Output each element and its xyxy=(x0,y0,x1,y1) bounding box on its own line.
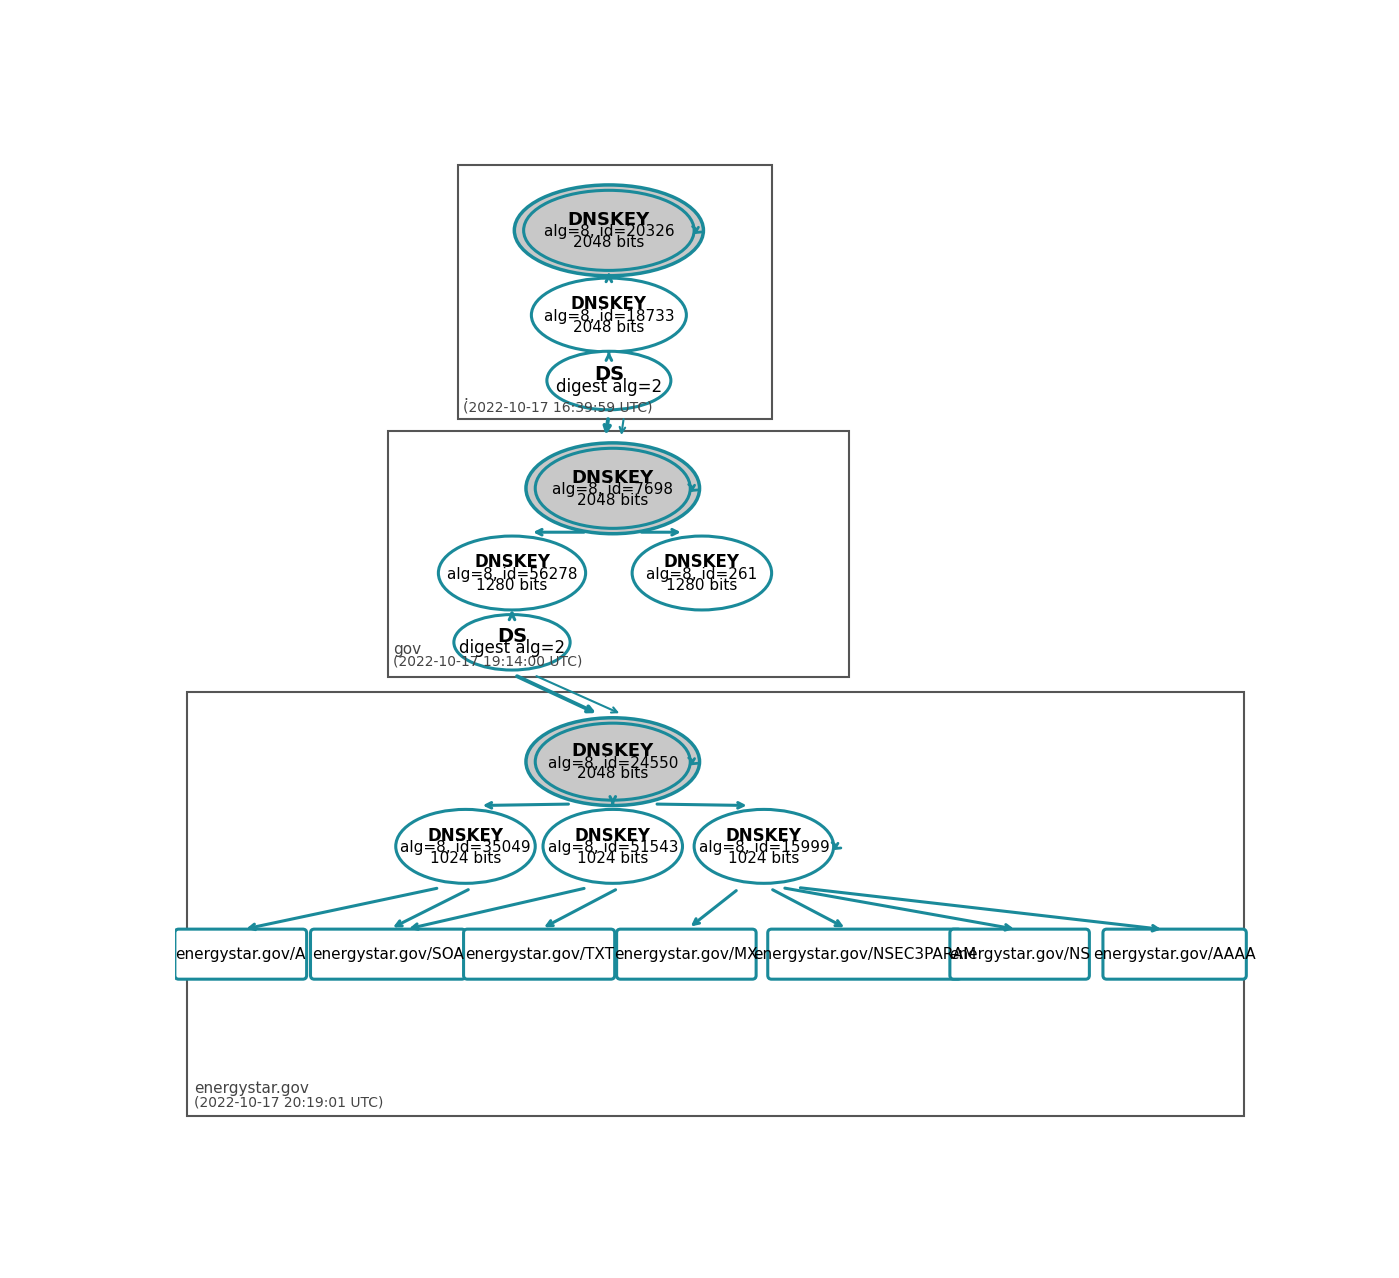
Ellipse shape xyxy=(526,718,700,805)
FancyBboxPatch shape xyxy=(311,929,466,979)
Text: gov: gov xyxy=(393,642,421,657)
Text: DNSKEY: DNSKEY xyxy=(568,211,651,229)
Text: DNSKEY: DNSKEY xyxy=(575,827,651,845)
Text: energystar.gov/AAAA: energystar.gov/AAAA xyxy=(1093,947,1256,961)
Text: energystar.gov: energystar.gov xyxy=(194,1081,309,1095)
Text: 1280 bits: 1280 bits xyxy=(666,578,737,593)
Text: DS: DS xyxy=(497,626,527,645)
Text: DNSKEY: DNSKEY xyxy=(726,827,802,845)
Ellipse shape xyxy=(532,279,687,351)
Ellipse shape xyxy=(536,449,690,528)
Ellipse shape xyxy=(543,809,683,883)
Text: (2022-10-17 16:39:59 UTC): (2022-10-17 16:39:59 UTC) xyxy=(463,400,653,414)
Text: (2022-10-17 19:14:00 UTC): (2022-10-17 19:14:00 UTC) xyxy=(393,654,583,668)
Text: energystar.gov/MX: energystar.gov/MX xyxy=(614,947,758,961)
Text: 1024 bits: 1024 bits xyxy=(729,851,800,866)
Text: 1280 bits: 1280 bits xyxy=(476,578,547,593)
Ellipse shape xyxy=(523,190,694,271)
Text: (2022-10-17 20:19:01 UTC): (2022-10-17 20:19:01 UTC) xyxy=(194,1095,383,1109)
Text: energystar.gov/NS: energystar.gov/NS xyxy=(949,947,1090,961)
Text: alg=8, id=51543: alg=8, id=51543 xyxy=(547,841,679,855)
Ellipse shape xyxy=(396,809,536,883)
Text: 1024 bits: 1024 bits xyxy=(576,851,649,866)
Text: alg=8, id=24550: alg=8, id=24550 xyxy=(547,755,679,771)
Ellipse shape xyxy=(515,185,704,276)
Text: .: . xyxy=(463,387,469,403)
FancyBboxPatch shape xyxy=(617,929,755,979)
Text: digest alg=2: digest alg=2 xyxy=(459,639,565,657)
Text: DNSKEY: DNSKEY xyxy=(474,553,550,571)
Text: energystar.gov/SOA: energystar.gov/SOA xyxy=(312,947,464,961)
Text: alg=8, id=35049: alg=8, id=35049 xyxy=(400,841,530,855)
Text: digest alg=2: digest alg=2 xyxy=(555,378,662,396)
Ellipse shape xyxy=(632,535,772,610)
FancyBboxPatch shape xyxy=(1102,929,1247,979)
Text: energystar.gov/NSEC3PARAM: energystar.gov/NSEC3PARAM xyxy=(753,947,977,961)
Text: DNSKEY: DNSKEY xyxy=(571,295,646,313)
FancyBboxPatch shape xyxy=(175,929,306,979)
Ellipse shape xyxy=(547,351,672,410)
Text: alg=8, id=56278: alg=8, id=56278 xyxy=(446,567,578,581)
Ellipse shape xyxy=(453,615,571,670)
Text: DS: DS xyxy=(593,364,624,383)
Text: 1024 bits: 1024 bits xyxy=(429,851,501,866)
FancyBboxPatch shape xyxy=(768,929,961,979)
Ellipse shape xyxy=(694,809,834,883)
Bar xyxy=(388,431,849,677)
Text: energystar.gov/TXT: energystar.gov/TXT xyxy=(464,947,614,961)
Text: 2048 bits: 2048 bits xyxy=(574,320,645,335)
Text: DNSKEY: DNSKEY xyxy=(572,743,653,760)
Bar xyxy=(457,165,772,419)
Text: DNSKEY: DNSKEY xyxy=(428,827,504,845)
Ellipse shape xyxy=(526,443,700,534)
Text: alg=8, id=7698: alg=8, id=7698 xyxy=(553,482,673,497)
Text: energystar.gov/A: energystar.gov/A xyxy=(175,947,306,961)
Text: 2048 bits: 2048 bits xyxy=(576,493,649,509)
FancyBboxPatch shape xyxy=(463,929,614,979)
Text: alg=8, id=261: alg=8, id=261 xyxy=(646,567,757,581)
Text: alg=8, id=15999: alg=8, id=15999 xyxy=(698,841,830,855)
Bar xyxy=(186,693,1244,1116)
Text: DNSKEY: DNSKEY xyxy=(572,469,653,487)
Ellipse shape xyxy=(438,535,586,610)
Text: 2048 bits: 2048 bits xyxy=(574,235,645,250)
FancyBboxPatch shape xyxy=(950,929,1090,979)
Text: 2048 bits: 2048 bits xyxy=(576,767,649,781)
Text: alg=8, id=20326: alg=8, id=20326 xyxy=(544,225,674,239)
Text: alg=8, id=18733: alg=8, id=18733 xyxy=(544,309,674,325)
Ellipse shape xyxy=(536,723,690,800)
Text: DNSKEY: DNSKEY xyxy=(665,553,740,571)
